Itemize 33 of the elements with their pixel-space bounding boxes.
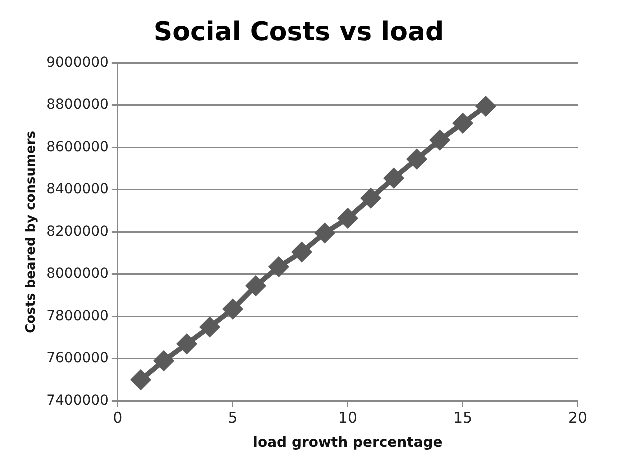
y-axis-title: Costs beared by consumers: [24, 130, 40, 334]
point: [292, 242, 312, 262]
point: [269, 258, 288, 277]
y-tick-label: 7400000: [46, 392, 109, 409]
y-tick-label: 8600000: [46, 139, 109, 156]
y-tick-label: 8200000: [46, 224, 109, 240]
x-tick-label: 5: [228, 409, 238, 428]
point: [476, 97, 496, 116]
point: [430, 130, 450, 150]
y-tick-label: 8000000: [46, 266, 109, 282]
point: [453, 114, 472, 133]
point: [154, 352, 174, 371]
y-tick-label: 7800000: [46, 308, 109, 324]
point: [246, 276, 266, 296]
x-axis-title: load growth percentage: [253, 435, 443, 452]
point: [223, 300, 242, 319]
y-tick-label: 7600000: [46, 350, 109, 367]
y-tick-label: 9000000: [46, 54, 109, 71]
x-tick-label: 10: [338, 409, 358, 428]
point: [384, 168, 404, 188]
x-tick-label: 20: [568, 409, 588, 428]
point: [361, 188, 380, 208]
y-tick-label: 8800000: [46, 97, 109, 114]
point: [200, 318, 220, 337]
point: [177, 334, 196, 354]
point: [315, 224, 334, 243]
point: [407, 150, 426, 169]
y-tick-label: 8400000: [46, 182, 109, 198]
x-tick-label: 15: [453, 409, 473, 428]
point: [338, 208, 358, 228]
chart-title: Social Costs vs load: [154, 17, 444, 48]
x-tick-label: 0: [113, 409, 123, 428]
point: [131, 370, 150, 390]
